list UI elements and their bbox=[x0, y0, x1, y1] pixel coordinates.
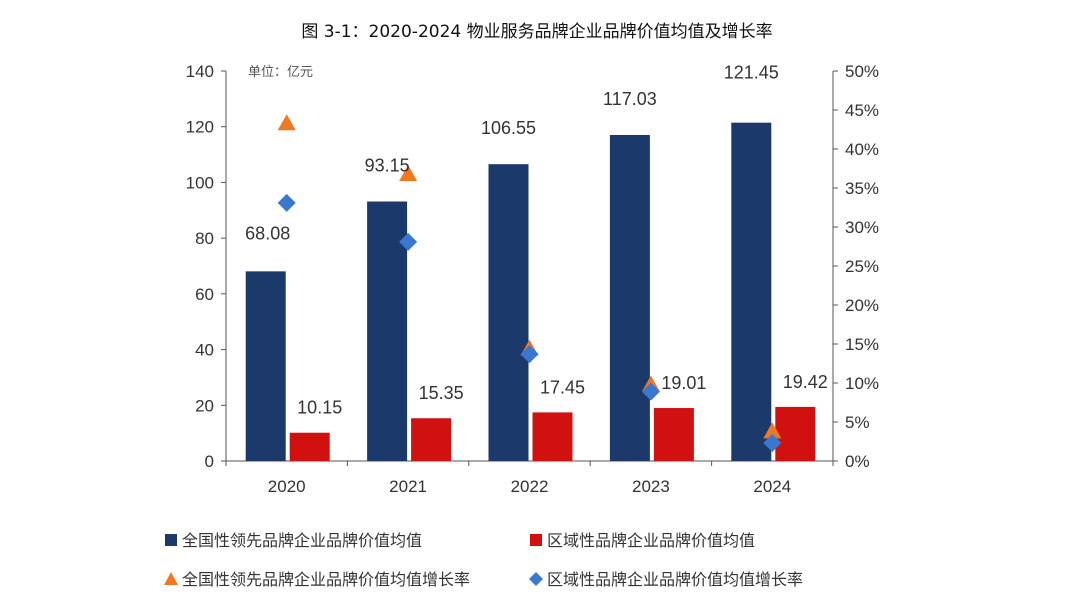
regional-bar bbox=[532, 412, 573, 461]
chart-title: 图 3-1：2020-2024 物业服务品牌企业品牌价值均值及增长率 bbox=[301, 22, 772, 42]
national-bar bbox=[731, 122, 772, 462]
regional-growth-marker bbox=[277, 193, 296, 212]
legend-label: 区域性品牌企业品牌价值均值增长率 bbox=[547, 570, 803, 589]
regional-value-label: 19.42 bbox=[783, 372, 828, 392]
regional-value-label: 19.01 bbox=[661, 373, 706, 393]
national-growth-marker bbox=[277, 114, 296, 131]
left-tick-label: 140 bbox=[186, 62, 214, 81]
national-growth-marker bbox=[399, 164, 418, 181]
bars bbox=[245, 122, 816, 462]
regional-value-label: 10.15 bbox=[297, 398, 342, 418]
left-tick-label: 80 bbox=[195, 229, 214, 248]
regional-growth-marker bbox=[399, 232, 418, 251]
x-tick-label: 2020 bbox=[268, 477, 306, 496]
left-tick-label: 100 bbox=[186, 173, 214, 192]
regional-value-label: 15.35 bbox=[419, 383, 464, 403]
regional-growth-marker bbox=[520, 345, 539, 364]
left-tick-label: 60 bbox=[195, 285, 214, 304]
regional-bar bbox=[653, 408, 694, 461]
legend-label: 全国性领先品牌企业品牌价值均值增长率 bbox=[182, 570, 470, 589]
x-tick-label: 2021 bbox=[389, 477, 427, 496]
right-tick-label: 30% bbox=[845, 218, 879, 237]
national-value-label: 121.45 bbox=[724, 63, 779, 83]
x-tick-label: 2024 bbox=[753, 477, 791, 496]
legend-label: 区域性品牌企业品牌价值均值 bbox=[547, 531, 755, 550]
national-bar bbox=[367, 201, 408, 461]
right-tick-label: 15% bbox=[845, 335, 879, 354]
regional-bar bbox=[411, 418, 452, 461]
right-tick-label: 10% bbox=[845, 374, 879, 393]
regional-bar bbox=[775, 406, 816, 461]
right-tick-label: 0% bbox=[845, 452, 870, 471]
legend-swatch bbox=[165, 534, 177, 546]
regional-growth-marker bbox=[763, 434, 782, 453]
right-tick-label: 45% bbox=[845, 101, 879, 120]
left-tick-label: 120 bbox=[186, 118, 214, 137]
right-tick-label: 35% bbox=[845, 179, 879, 198]
national-bar bbox=[609, 134, 650, 461]
legend-label: 全国性领先品牌企业品牌价值均值 bbox=[182, 531, 422, 550]
legend-swatch bbox=[164, 572, 178, 585]
national-value-label: 93.15 bbox=[365, 156, 410, 176]
x-axis-ticks: 2020 2021 2022 2023 2024 bbox=[225, 461, 834, 496]
data-labels: 68.08 93.15 106.55 117.03 121.45 10.15 15.35 17… bbox=[245, 63, 828, 418]
x-tick-label: 2022 bbox=[511, 477, 549, 496]
markers bbox=[277, 114, 782, 453]
right-tick-label: 25% bbox=[845, 257, 879, 276]
national-bar bbox=[488, 164, 529, 462]
right-tick-label: 20% bbox=[845, 296, 879, 315]
right-axis-ticks: 0% 5% 10% 15% 20% 25% 30% 35% 40% 45% 50% bbox=[833, 62, 879, 471]
x-tick-label: 2023 bbox=[632, 477, 670, 496]
regional-value-label: 17.45 bbox=[540, 377, 585, 397]
right-tick-label: 50% bbox=[845, 62, 879, 81]
left-tick-label: 0 bbox=[205, 452, 214, 471]
left-tick-label: 40 bbox=[195, 341, 214, 360]
legend: 全国性领先品牌企业品牌价值均值 区域性品牌企业品牌价值均值全国性领先品牌企业品牌价… bbox=[164, 531, 803, 589]
left-axis-ticks: 0 20 40 60 80 100 120 140 bbox=[186, 62, 226, 471]
right-tick-label: 40% bbox=[845, 140, 879, 159]
national-growth-marker bbox=[763, 422, 782, 439]
unit-label: 单位：亿元 bbox=[248, 65, 313, 80]
left-tick-label: 20 bbox=[195, 396, 214, 415]
national-value-label: 68.08 bbox=[245, 223, 290, 243]
legend-swatch bbox=[530, 534, 542, 546]
regional-bar bbox=[289, 432, 330, 461]
national-value-label: 106.55 bbox=[481, 118, 536, 138]
right-tick-label: 5% bbox=[845, 413, 870, 432]
legend-swatch bbox=[529, 572, 543, 586]
national-bar bbox=[245, 271, 286, 461]
national-value-label: 117.03 bbox=[603, 89, 657, 109]
regional-growth-marker bbox=[641, 382, 660, 401]
